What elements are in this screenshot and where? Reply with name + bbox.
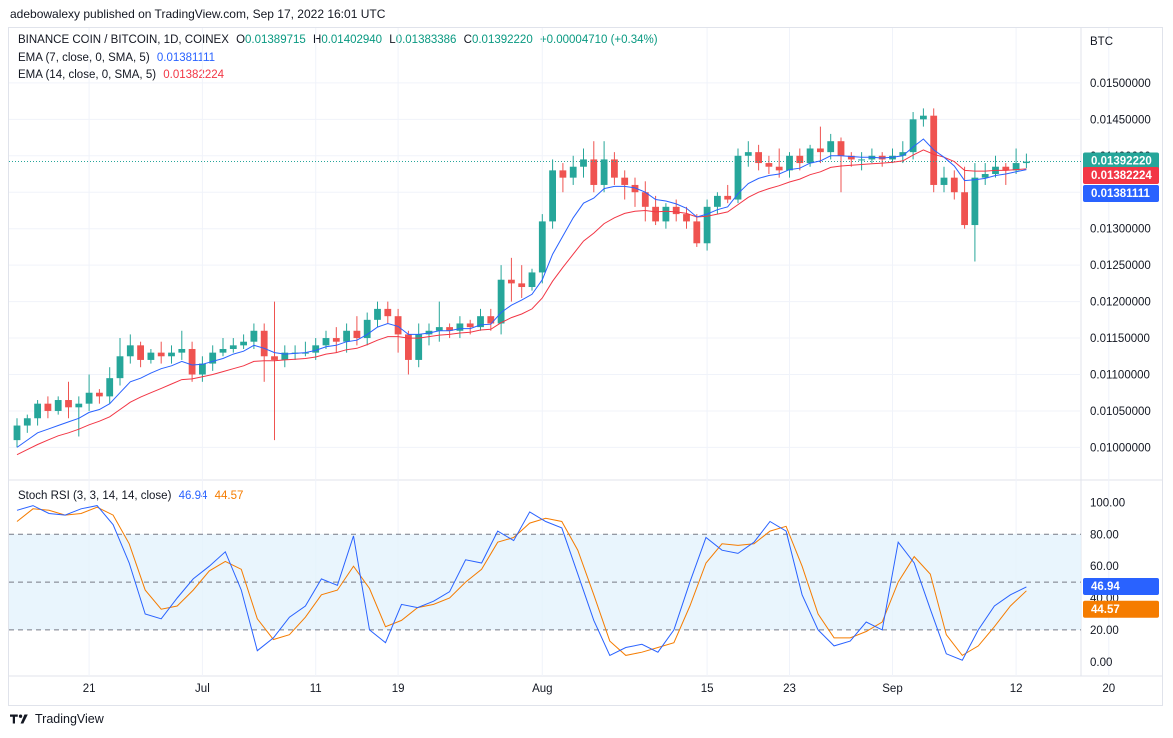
close-value: 0.01392220 [471,34,533,46]
stoch-k-value: 46.94 [178,490,208,502]
stoch-d-value: 44.57 [214,490,244,502]
footer-brand-text: TradingView [35,712,104,726]
ema7-legend[interactable]: EMA (7, close, 0, SMA, 5) 0.01381111 [18,52,219,64]
stoch-legend[interactable]: Stoch RSI (3, 3, 14, 14, close) 46.94 44… [18,490,247,502]
chart-frame [8,27,1163,706]
change-value: +0.00004710 (+0.34%) [539,34,658,46]
close-label: C [463,34,472,46]
ema7-label[interactable]: EMA (7, close, 0, SMA, 5) [18,52,150,64]
symbol-legend[interactable]: BINANCE COIN / BITCOIN, 1D, COINEX O0.01… [18,34,662,46]
ema14-value: 0.01382224 [163,69,225,81]
high-label: H [313,34,322,46]
symbol-name[interactable]: BINANCE COIN / BITCOIN, 1D, COINEX [18,34,229,46]
stoch-label[interactable]: Stoch RSI (3, 3, 14, 14, close) [18,490,172,502]
ema14-legend[interactable]: EMA (14, close, 0, SMA, 5) 0.01382224 [18,69,228,81]
low-value: 0.01383386 [395,34,457,46]
low-label: L [389,34,396,46]
tradingview-logo-icon [10,714,28,724]
high-value: 0.01402940 [321,34,383,46]
open-label: O [236,34,246,46]
publisher-line: adebowalexy published on TradingView.com… [10,7,386,21]
ema14-label[interactable]: EMA (14, close, 0, SMA, 5) [18,69,157,81]
ema7-value: 0.01381111 [156,52,216,64]
tradingview-brand[interactable]: TradingView [10,712,104,726]
open-value: 0.01389715 [245,34,306,46]
